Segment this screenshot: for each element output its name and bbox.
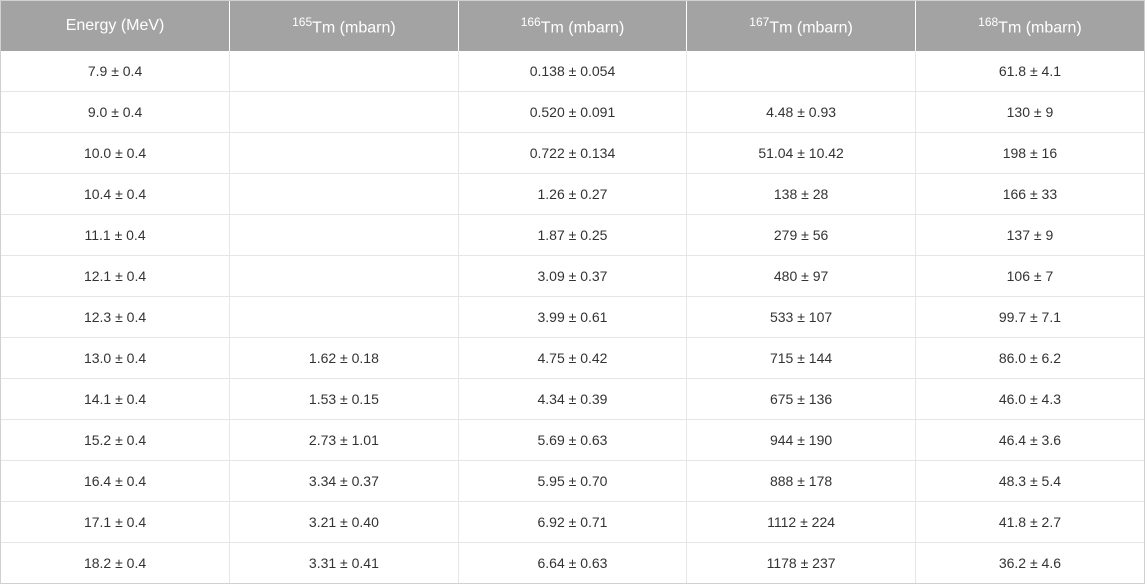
isotope-sup: 165 bbox=[292, 15, 312, 29]
col-label: Tm (mbarn) bbox=[541, 19, 625, 36]
table-cell: 48.3 ± 5.4 bbox=[915, 461, 1144, 502]
table-cell: 41.8 ± 2.7 bbox=[915, 502, 1144, 543]
col-label: Tm (mbarn) bbox=[998, 19, 1082, 36]
table-cell bbox=[230, 51, 459, 92]
col-label: Tm (mbarn) bbox=[312, 19, 396, 36]
table-cell: 888 ± 178 bbox=[687, 461, 916, 502]
table-cell: 12.3 ± 0.4 bbox=[1, 297, 230, 338]
table-cell: 6.92 ± 0.71 bbox=[458, 502, 687, 543]
isotope-sup: 166 bbox=[521, 15, 541, 29]
table-cell: 51.04 ± 10.42 bbox=[687, 133, 916, 174]
table-cell: 1.87 ± 0.25 bbox=[458, 215, 687, 256]
col-label: Energy (MeV) bbox=[66, 17, 165, 34]
table-cell: 1.62 ± 0.18 bbox=[230, 338, 459, 379]
table-cell: 7.9 ± 0.4 bbox=[1, 51, 230, 92]
table-row: 11.1 ± 0.4 1.87 ± 0.25279 ± 56137 ± 9 bbox=[1, 215, 1144, 256]
table-cell: 46.4 ± 3.6 bbox=[915, 420, 1144, 461]
table-row: 12.3 ± 0.4 3.99 ± 0.61533 ± 10799.7 ± 7.1 bbox=[1, 297, 1144, 338]
table-cell bbox=[230, 297, 459, 338]
table-cell: 17.1 ± 0.4 bbox=[1, 502, 230, 543]
table-cell: 533 ± 107 bbox=[687, 297, 916, 338]
table-cell: 166 ± 33 bbox=[915, 174, 1144, 215]
table-cell: 61.8 ± 4.1 bbox=[915, 51, 1144, 92]
table-cell: 5.95 ± 0.70 bbox=[458, 461, 687, 502]
table-cell: 3.09 ± 0.37 bbox=[458, 256, 687, 297]
table-cell: 138 ± 28 bbox=[687, 174, 916, 215]
table-cell: 13.0 ± 0.4 bbox=[1, 338, 230, 379]
table-cell: 1112 ± 224 bbox=[687, 502, 916, 543]
table-cell: 3.99 ± 0.61 bbox=[458, 297, 687, 338]
table-cell bbox=[230, 174, 459, 215]
table-cell: 46.0 ± 4.3 bbox=[915, 379, 1144, 420]
table-row: 15.2 ± 0.42.73 ± 1.015.69 ± 0.63944 ± 19… bbox=[1, 420, 1144, 461]
table-row: 14.1 ± 0.41.53 ± 0.154.34 ± 0.39675 ± 13… bbox=[1, 379, 1144, 420]
table-cell: 4.48 ± 0.93 bbox=[687, 92, 916, 133]
table-cell: 130 ± 9 bbox=[915, 92, 1144, 133]
table-cell: 14.1 ± 0.4 bbox=[1, 379, 230, 420]
table-cell: 1.26 ± 0.27 bbox=[458, 174, 687, 215]
table-row: 10.0 ± 0.4 0.722 ± 0.13451.04 ± 10.42198 … bbox=[1, 133, 1144, 174]
table-body: 7.9 ± 0.40.138 ± 0.05461.8 ± 4.19.0 ± 0.… bbox=[1, 51, 1144, 583]
table-cell: 675 ± 136 bbox=[687, 379, 916, 420]
table-head: Energy (MeV)165Tm (mbarn)166Tm (mbarn)16… bbox=[1, 1, 1144, 51]
col-header-2: 166Tm (mbarn) bbox=[458, 1, 687, 51]
table-cell: 1.53 ± 0.15 bbox=[230, 379, 459, 420]
col-header-1: 165Tm (mbarn) bbox=[230, 1, 459, 51]
table-cell: 10.0 ± 0.4 bbox=[1, 133, 230, 174]
col-label: Tm (mbarn) bbox=[769, 19, 853, 36]
table-cell bbox=[230, 133, 459, 174]
table-cell bbox=[230, 215, 459, 256]
table-row: 17.1 ± 0.43.21 ± 0.406.92 ± 0.711112 ± 2… bbox=[1, 502, 1144, 543]
header-row: Energy (MeV)165Tm (mbarn)166Tm (mbarn)16… bbox=[1, 1, 1144, 51]
table-row: 13.0 ± 0.41.62 ± 0.184.75 ± 0.42715 ± 14… bbox=[1, 338, 1144, 379]
table-cell: 480 ± 97 bbox=[687, 256, 916, 297]
table-cell: 279 ± 56 bbox=[687, 215, 916, 256]
table-cell: 137 ± 9 bbox=[915, 215, 1144, 256]
table-cell: 3.21 ± 0.40 bbox=[230, 502, 459, 543]
col-header-0: Energy (MeV) bbox=[1, 1, 230, 51]
table-cell bbox=[687, 51, 916, 92]
table-cell: 0.722 ± 0.134 bbox=[458, 133, 687, 174]
table-cell bbox=[230, 92, 459, 133]
table-cell: 86.0 ± 6.2 bbox=[915, 338, 1144, 379]
table-row: 9.0 ± 0.4 0.520 ± 0.0914.48 ± 0.93130 ± 9 bbox=[1, 92, 1144, 133]
table-cell: 10.4 ± 0.4 bbox=[1, 174, 230, 215]
table-cell: 0.138 ± 0.054 bbox=[458, 51, 687, 92]
table-row: 16.4 ± 0.43.34 ± 0.375.95 ± 0.70888 ± 17… bbox=[1, 461, 1144, 502]
table-cell: 198 ± 16 bbox=[915, 133, 1144, 174]
cross-section-table-wrap: Energy (MeV)165Tm (mbarn)166Tm (mbarn)16… bbox=[0, 0, 1145, 584]
table-cell: 2.73 ± 1.01 bbox=[230, 420, 459, 461]
table-cell: 4.75 ± 0.42 bbox=[458, 338, 687, 379]
table-cell: 99.7 ± 7.1 bbox=[915, 297, 1144, 338]
table-cell: 12.1 ± 0.4 bbox=[1, 256, 230, 297]
table-cell: 106 ± 7 bbox=[915, 256, 1144, 297]
table-cell: 16.4 ± 0.4 bbox=[1, 461, 230, 502]
col-header-4: 168Tm (mbarn) bbox=[915, 1, 1144, 51]
table-cell: 4.34 ± 0.39 bbox=[458, 379, 687, 420]
table-cell bbox=[230, 256, 459, 297]
table-cell: 944 ± 190 bbox=[687, 420, 916, 461]
table-cell: 9.0 ± 0.4 bbox=[1, 92, 230, 133]
isotope-sup: 167 bbox=[749, 15, 769, 29]
cross-section-table: Energy (MeV)165Tm (mbarn)166Tm (mbarn)16… bbox=[1, 1, 1144, 583]
table-row: 7.9 ± 0.4 0.138 ± 0.054 61.8 ± 4.1 bbox=[1, 51, 1144, 92]
col-header-3: 167Tm (mbarn) bbox=[687, 1, 916, 51]
table-cell: 15.2 ± 0.4 bbox=[1, 420, 230, 461]
table-cell: 715 ± 144 bbox=[687, 338, 916, 379]
table-row: 10.4 ± 0.4 1.26 ± 0.27138 ± 28166 ± 33 bbox=[1, 174, 1144, 215]
table-cell: 5.69 ± 0.63 bbox=[458, 420, 687, 461]
table-cell: 11.1 ± 0.4 bbox=[1, 215, 230, 256]
table-cell: 0.520 ± 0.091 bbox=[458, 92, 687, 133]
table-cell: 3.34 ± 0.37 bbox=[230, 461, 459, 502]
table-row: 12.1 ± 0.4 3.09 ± 0.37480 ± 97106 ± 7 bbox=[1, 256, 1144, 297]
isotope-sup: 168 bbox=[978, 15, 998, 29]
